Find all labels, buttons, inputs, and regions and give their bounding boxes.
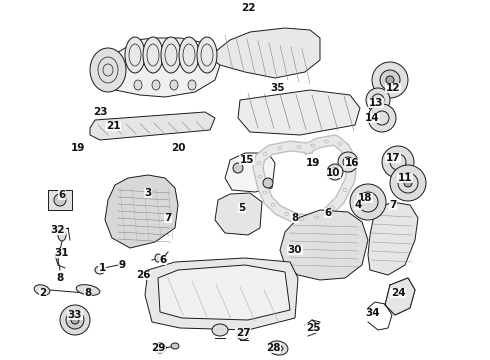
Ellipse shape (263, 178, 273, 188)
Text: 21: 21 (106, 121, 120, 131)
Text: 8: 8 (292, 213, 298, 223)
Text: 32: 32 (51, 225, 65, 235)
Ellipse shape (90, 48, 126, 92)
Ellipse shape (268, 341, 288, 355)
Text: 27: 27 (236, 328, 250, 338)
Ellipse shape (125, 37, 145, 73)
Text: 6: 6 (159, 255, 167, 265)
Text: 31: 31 (55, 248, 69, 258)
Text: 7: 7 (164, 213, 171, 223)
Ellipse shape (34, 285, 50, 295)
Ellipse shape (212, 324, 228, 336)
Text: 23: 23 (93, 107, 107, 117)
Text: 4: 4 (354, 200, 362, 210)
Ellipse shape (134, 80, 142, 90)
Ellipse shape (54, 194, 66, 206)
Text: 3: 3 (145, 188, 151, 198)
Ellipse shape (233, 163, 243, 173)
Ellipse shape (197, 37, 217, 73)
Text: 19: 19 (306, 158, 320, 168)
Polygon shape (215, 193, 262, 235)
Text: 8: 8 (84, 288, 92, 298)
Ellipse shape (60, 305, 90, 335)
Text: 34: 34 (366, 308, 380, 318)
Text: 11: 11 (398, 173, 412, 183)
Text: 6: 6 (58, 190, 66, 200)
Ellipse shape (380, 70, 400, 90)
Ellipse shape (366, 88, 390, 112)
Ellipse shape (237, 330, 249, 340)
Ellipse shape (382, 146, 414, 178)
Ellipse shape (95, 266, 105, 274)
Ellipse shape (327, 164, 343, 180)
Text: 5: 5 (238, 203, 245, 213)
Text: 17: 17 (386, 153, 400, 163)
Polygon shape (48, 190, 72, 210)
Polygon shape (145, 258, 298, 330)
Text: 2: 2 (39, 288, 47, 298)
Text: 8: 8 (56, 273, 64, 283)
Text: 13: 13 (369, 98, 383, 108)
Ellipse shape (155, 254, 161, 262)
Text: 30: 30 (288, 245, 302, 255)
Ellipse shape (338, 152, 358, 172)
Ellipse shape (76, 285, 100, 295)
Text: 20: 20 (171, 143, 185, 153)
Text: 1: 1 (98, 263, 106, 273)
Text: 9: 9 (119, 260, 125, 270)
Ellipse shape (154, 343, 166, 353)
Ellipse shape (170, 80, 178, 90)
Polygon shape (280, 210, 368, 280)
Polygon shape (385, 278, 415, 315)
Text: 16: 16 (345, 158, 359, 168)
Ellipse shape (179, 37, 199, 73)
Text: 35: 35 (271, 83, 285, 93)
Polygon shape (95, 38, 220, 97)
Ellipse shape (372, 62, 408, 98)
Text: 22: 22 (241, 3, 255, 13)
Ellipse shape (152, 80, 160, 90)
Text: 6: 6 (324, 208, 332, 218)
Ellipse shape (404, 179, 412, 187)
Ellipse shape (386, 76, 394, 84)
Ellipse shape (66, 311, 84, 329)
Text: 7: 7 (390, 200, 397, 210)
Text: 24: 24 (391, 288, 405, 298)
Text: 12: 12 (386, 83, 400, 93)
Polygon shape (368, 202, 418, 275)
Ellipse shape (71, 316, 79, 324)
Text: 18: 18 (358, 193, 372, 203)
Ellipse shape (350, 184, 386, 220)
Text: 15: 15 (240, 155, 254, 165)
Polygon shape (225, 153, 275, 192)
Ellipse shape (188, 80, 196, 90)
Polygon shape (90, 112, 215, 140)
Text: 10: 10 (326, 168, 340, 178)
Ellipse shape (161, 37, 181, 73)
Ellipse shape (58, 229, 66, 241)
Text: 29: 29 (151, 343, 165, 353)
Ellipse shape (368, 104, 396, 132)
Ellipse shape (171, 343, 179, 349)
Polygon shape (238, 90, 360, 135)
Polygon shape (105, 175, 178, 248)
Text: 33: 33 (68, 310, 82, 320)
Text: 19: 19 (71, 143, 85, 153)
Ellipse shape (390, 165, 426, 201)
Text: 25: 25 (306, 323, 320, 333)
Ellipse shape (143, 37, 163, 73)
Text: 26: 26 (136, 270, 150, 280)
Polygon shape (210, 28, 320, 78)
Polygon shape (158, 265, 290, 320)
Text: 28: 28 (266, 343, 280, 353)
Text: 14: 14 (365, 113, 379, 123)
